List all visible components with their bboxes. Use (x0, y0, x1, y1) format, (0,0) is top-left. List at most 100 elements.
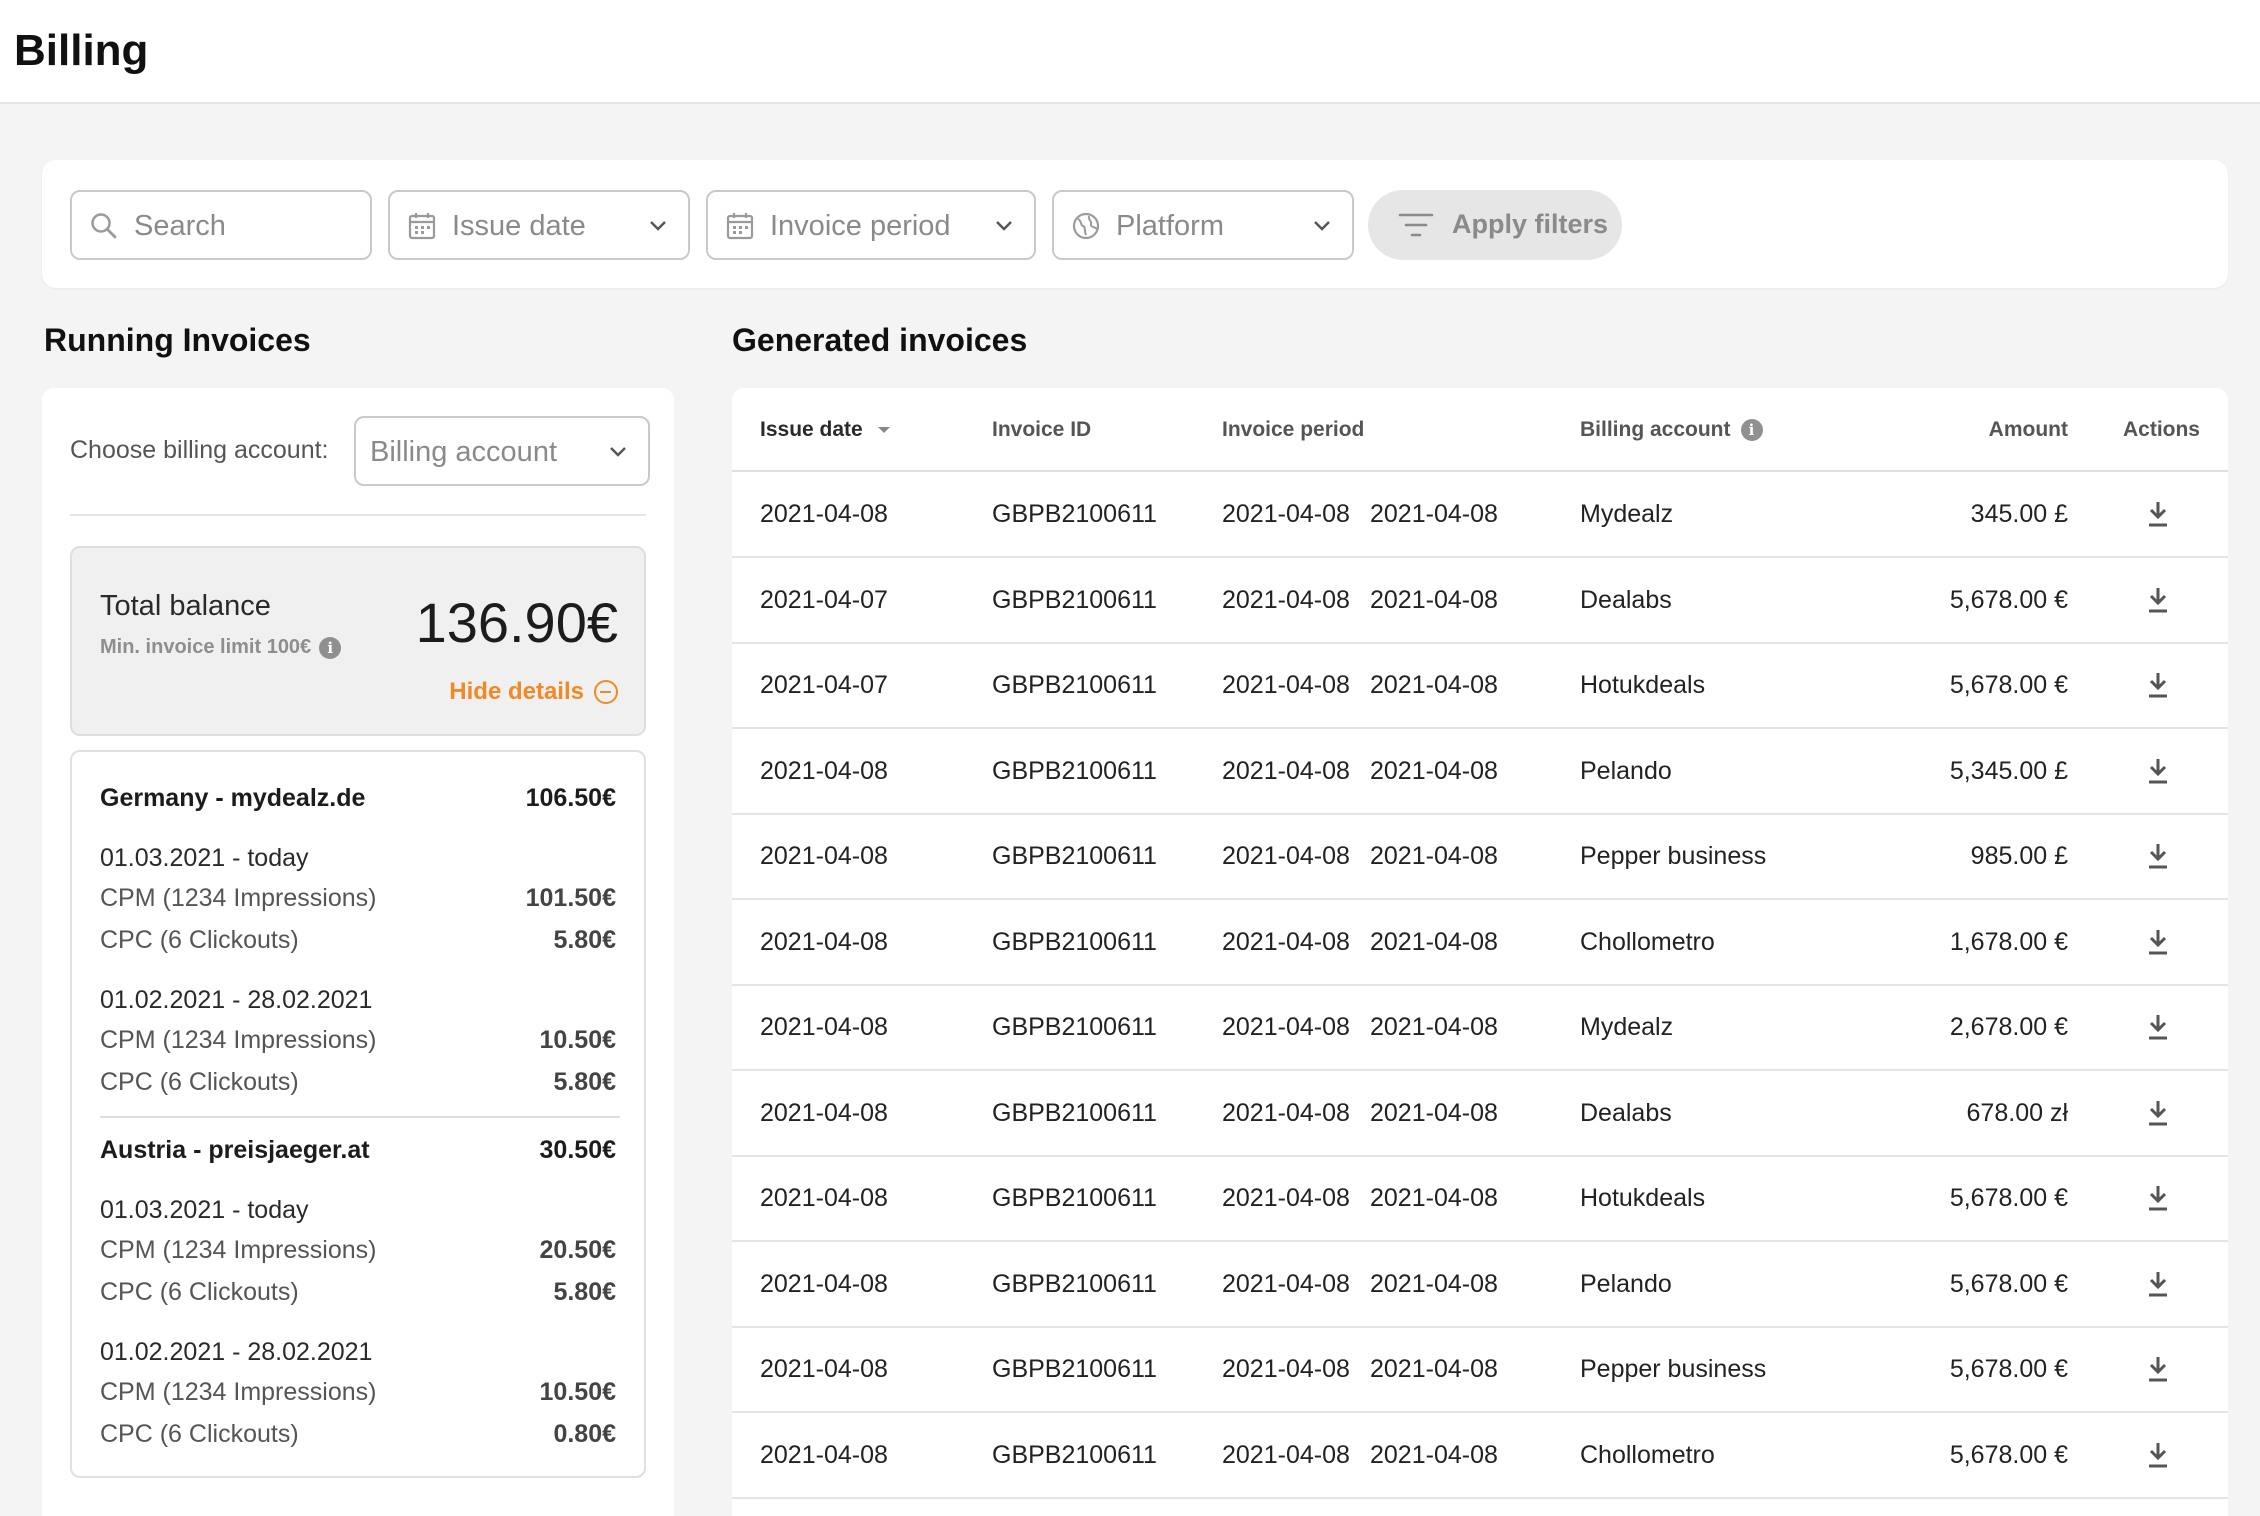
period-range: 01.03.2021 - today (100, 844, 309, 872)
table-row[interactable]: 2021-04-08 GBPB2100611 2021-04-08 2021-04-0… (732, 1071, 2228, 1157)
download-icon[interactable] (2145, 1013, 2171, 1041)
cpc-label: CPC (6 Clickouts) (100, 1420, 299, 1448)
cell-amount: 5,678.00 € (1949, 1440, 2068, 1469)
column-billing-account-label: Billing account (1580, 418, 1731, 441)
download-icon[interactable] (2145, 928, 2171, 956)
cell-period-end: 2021-04-08 (1370, 1269, 1498, 1298)
cell-billing-account: Pepper business (1580, 842, 1767, 870)
calendar-icon (726, 213, 754, 240)
search-input[interactable]: Search (70, 190, 372, 260)
total-balance-label: Total balance (100, 590, 271, 622)
cell-amount: 1,678.00 € (1949, 927, 2068, 956)
cell-billing-account: Chollometro (1580, 1440, 1715, 1469)
cell-invoice-id: GBPB2100611 (992, 585, 1157, 614)
download-icon[interactable] (2145, 500, 2171, 528)
period-range: 01.02.2021 - 28.02.2021 (100, 1338, 373, 1366)
info-icon[interactable]: i (1740, 419, 1763, 441)
invoice-period-filter[interactable]: Invoice period (706, 190, 1036, 260)
table-row[interactable]: 2021-04-08 GBPB2100611 2021-04-08 2021-04-0… (732, 900, 2228, 986)
hide-details-button[interactable]: Hide details (449, 678, 618, 706)
cpm-label: CPM (1234 Impressions) (100, 1026, 377, 1054)
cell-billing-account: Pelando (1580, 1269, 1672, 1298)
table-row[interactable]: 2021-04-08 GBPB2100611 2021-04-08 2021-04-0… (732, 1156, 2228, 1242)
cell-invoice-id: GBPB2100611 (992, 756, 1157, 785)
cell-period-end: 2021-04-08 (1370, 756, 1498, 785)
running-invoices-card: Choose billing account: Billing account … (42, 388, 674, 1516)
apply-filters-label: Apply filters (1452, 209, 1609, 239)
group-total: 30.50€ (539, 1136, 616, 1164)
download-icon[interactable] (2145, 671, 2171, 699)
table-row[interactable]: 2021-04-08 GBPB2100611 2021-04-08 2021-04-0… (732, 985, 2228, 1071)
billing-account-select[interactable]: Billing account (354, 416, 650, 486)
cell-period-end: 2021-04-08 (1370, 842, 1498, 870)
download-icon[interactable] (2145, 1184, 2171, 1212)
cpc-value: 5.80€ (553, 926, 616, 954)
cell-period-start: 2021-04-08 (1222, 671, 1350, 699)
chevron-down-icon (1314, 221, 1330, 231)
cell-period-end: 2021-04-08 (1370, 1013, 1498, 1041)
table-row[interactable]: 2021-04-08 GBPB2100611 2021-04-08 2021-04-0… (732, 814, 2228, 900)
group-header: Germany - mydealz.de 106.50€ (100, 784, 616, 813)
cell-issue-date: 2021-04-08 (760, 1269, 888, 1298)
filter-icon (1398, 213, 1434, 237)
chevron-down-icon (650, 221, 666, 231)
search-placeholder: Search (134, 210, 226, 242)
download-icon[interactable] (2145, 586, 2171, 614)
chevron-down-icon (610, 447, 626, 457)
group-header: Austria - preisjaeger.at 30.50€ (100, 1136, 616, 1165)
apply-filters-button[interactable]: Apply filters (1368, 190, 1622, 260)
table-row[interactable]: 2021-04-08 GBPB2100611 2021-04-08 2021-04-0… (732, 1242, 2228, 1328)
cell-period-start: 2021-04-08 (1222, 585, 1350, 614)
min-invoice-limit: Min. invoice limit 100€ i (100, 636, 342, 659)
download-icon[interactable] (2145, 1441, 2171, 1469)
cell-period-end: 2021-04-08 (1370, 500, 1498, 528)
cell-amount: 5,678.00 € (1949, 1269, 2068, 1298)
download-icon[interactable] (2145, 1355, 2171, 1383)
cell-issue-date: 2021-04-07 (760, 585, 888, 614)
cell-period-end: 2021-04-08 (1370, 1440, 1498, 1469)
cell-period-start: 2021-04-08 (1222, 842, 1350, 870)
download-icon[interactable] (2145, 1270, 2171, 1298)
cpc-value: 5.80€ (553, 1068, 616, 1096)
table-row[interactable]: 2021-04-08 GBPB2100611 2021-04-08 2021-04-0… (732, 729, 2228, 815)
cell-issue-date: 2021-04-08 (760, 1098, 888, 1127)
cell-issue-date: 2021-04-08 (760, 500, 888, 528)
cell-billing-account: Hotukdeals (1580, 1184, 1706, 1212)
table-row[interactable]: 2021-04-08 GBPB2100611 2021-04-08 2021-04-0… (732, 472, 2228, 558)
filter-bar: Search Issue date Invoice period Platfor… (42, 160, 2228, 288)
table-row[interactable]: 2021-04-07 GBPB2100611 2021-04-08 2021-04-0… (732, 643, 2228, 729)
issue-date-filter[interactable]: Issue date (388, 190, 690, 260)
period-range: 01.03.2021 - today (100, 1196, 309, 1224)
billing-account-placeholder: Billing account (370, 436, 557, 468)
total-balance-box: Total balance Min. invoice limit 100€ i 1… (70, 546, 646, 736)
platform-filter[interactable]: Platform (1052, 190, 1354, 260)
cell-amount: 678.00 zł (1966, 1098, 2068, 1127)
cpm-line: CPM (1234 Impressions) 101.50€ (100, 884, 616, 913)
cpm-value: 10.50€ (539, 1026, 616, 1054)
download-icon[interactable] (2145, 757, 2171, 785)
cell-period-end: 2021-04-08 (1370, 927, 1498, 956)
column-actions: Actions (2122, 418, 2200, 441)
cell-period-start: 2021-04-08 (1222, 1269, 1350, 1298)
hide-details-label: Hide details (449, 678, 584, 705)
table-row[interactable]: 2021-04-07 GBPB2100611 2021-04-08 2021-04-0… (732, 558, 2228, 644)
cell-period-start: 2021-04-08 (1222, 756, 1350, 785)
download-icon[interactable] (2145, 1099, 2171, 1127)
cell-billing-account: Dealabs (1580, 1098, 1672, 1127)
info-icon[interactable]: i (319, 636, 342, 659)
download-icon[interactable] (2145, 842, 2171, 870)
divider (70, 514, 646, 516)
cell-period-end: 2021-04-08 (1370, 671, 1498, 699)
cell-issue-date: 2021-04-08 (760, 1013, 888, 1041)
cpc-label: CPC (6 Clickouts) (100, 926, 299, 954)
table-row[interactable]: 2021-04-08 GBPB2100611 2021-04-08 2021-04-0… (732, 1327, 2228, 1413)
platform-label: Platform (1116, 210, 1224, 242)
group-name: Germany - mydealz.de (100, 784, 366, 812)
cpc-line: CPC (6 Clickouts) 0.80€ (100, 1420, 616, 1449)
column-issue-date[interactable]: Issue date (760, 418, 891, 442)
issue-date-label: Issue date (452, 210, 586, 242)
table-row[interactable]: 2021-04-08 GBPB2100611 2021-04-08 2021-04-0… (732, 1413, 2228, 1499)
cpm-line: CPM (1234 Impressions) 10.50€ (100, 1378, 616, 1407)
group-separator (100, 1116, 620, 1118)
invoice-period-label: Invoice period (770, 210, 951, 242)
